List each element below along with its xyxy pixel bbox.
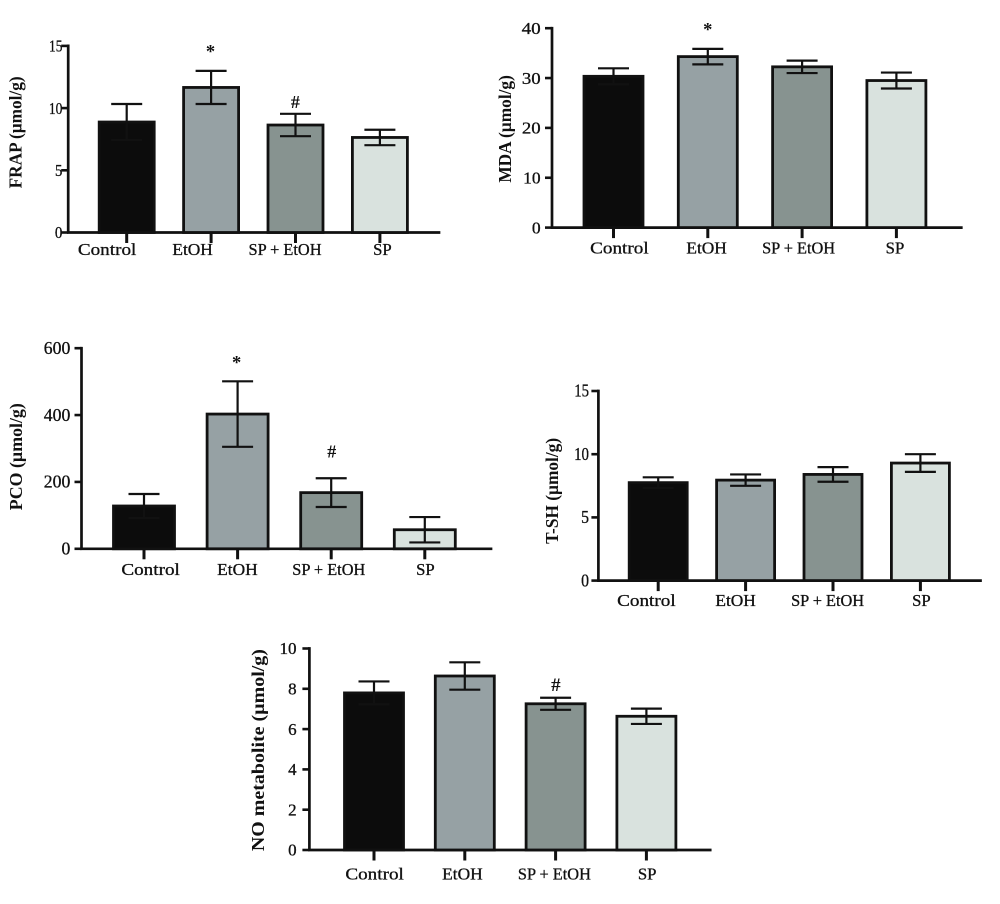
svg-text:*: * xyxy=(703,21,712,41)
svg-text:20: 20 xyxy=(522,119,541,138)
svg-text:SP: SP xyxy=(416,560,435,579)
svg-text:EtOH: EtOH xyxy=(217,560,258,579)
svg-text:EtOH: EtOH xyxy=(686,239,727,258)
svg-text:10: 10 xyxy=(49,99,63,118)
svg-text:SP: SP xyxy=(373,240,392,259)
svg-text:200: 200 xyxy=(44,472,71,492)
svg-text:Control: Control xyxy=(121,560,180,579)
svg-text:SP + EtOH: SP + EtOH xyxy=(292,560,365,579)
svg-text:400: 400 xyxy=(44,405,71,425)
svg-text:0: 0 xyxy=(532,218,541,237)
svg-text:FRAP (µmol/g): FRAP (µmol/g) xyxy=(6,76,27,188)
svg-text:SP + EtOH: SP + EtOH xyxy=(249,240,322,259)
svg-text:Control: Control xyxy=(590,239,649,258)
svg-text:EtOH: EtOH xyxy=(172,240,213,259)
svg-text:SP + EtOH: SP + EtOH xyxy=(518,864,591,883)
svg-text:SP + EtOH: SP + EtOH xyxy=(791,591,864,610)
svg-text:Control: Control xyxy=(617,591,676,610)
svg-text:#: # xyxy=(551,675,561,696)
svg-text:MDA (µmol/g): MDA (µmol/g) xyxy=(495,75,516,183)
svg-text:PCO (µmol/g): PCO (µmol/g) xyxy=(6,403,27,510)
svg-text:8: 8 xyxy=(288,680,297,699)
svg-text:SP: SP xyxy=(912,591,931,610)
svg-text:6: 6 xyxy=(288,720,297,739)
svg-text:600: 600 xyxy=(44,338,71,358)
svg-text:15: 15 xyxy=(49,37,62,56)
svg-text:2: 2 xyxy=(288,800,297,819)
svg-text:10: 10 xyxy=(574,444,589,464)
svg-text:0: 0 xyxy=(288,841,297,860)
svg-text:0: 0 xyxy=(55,223,63,242)
svg-text:4: 4 xyxy=(288,760,297,779)
svg-text:40: 40 xyxy=(522,19,541,38)
svg-text:10: 10 xyxy=(523,168,541,187)
svg-text:NO metabolite (µmol/g): NO metabolite (µmol/g) xyxy=(248,649,269,851)
svg-text:#: # xyxy=(291,92,300,112)
svg-text:0: 0 xyxy=(581,570,589,590)
svg-text:15: 15 xyxy=(574,381,589,401)
svg-text:0: 0 xyxy=(62,539,71,559)
svg-text:5: 5 xyxy=(581,507,589,527)
svg-text:SP + EtOH: SP + EtOH xyxy=(762,239,835,258)
svg-text:*: * xyxy=(206,43,215,63)
svg-text:10: 10 xyxy=(280,639,297,658)
svg-text:EtOH: EtOH xyxy=(715,591,756,610)
svg-text:30: 30 xyxy=(522,69,541,88)
svg-text:5: 5 xyxy=(55,161,62,180)
svg-text:Control: Control xyxy=(345,864,404,883)
svg-text:T-SH (µmol/g): T-SH (µmol/g) xyxy=(542,438,563,544)
svg-text:Control: Control xyxy=(78,240,137,259)
svg-text:EtOH: EtOH xyxy=(442,864,483,883)
svg-text:*: * xyxy=(232,354,241,374)
svg-text:SP: SP xyxy=(638,864,657,883)
svg-text:SP: SP xyxy=(886,239,905,258)
svg-text:#: # xyxy=(327,441,336,461)
